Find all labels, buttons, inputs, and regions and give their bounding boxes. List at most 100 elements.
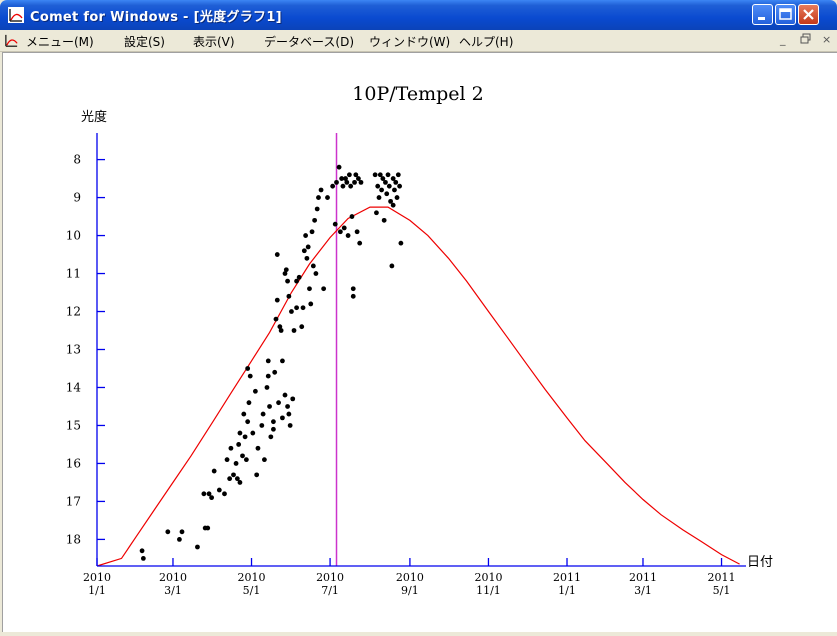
observation-point bbox=[271, 426, 276, 432]
observation-point bbox=[224, 457, 230, 463]
y-tick-label: 9 bbox=[73, 191, 81, 205]
observation-point bbox=[350, 293, 356, 299]
observation-point bbox=[245, 366, 251, 371]
observation-point bbox=[282, 392, 288, 398]
observation-point bbox=[240, 453, 245, 459]
document-graph-icon[interactable] bbox=[4, 33, 19, 48]
window-title: Comet for Windows - [光度グラフ1] bbox=[30, 10, 282, 25]
observation-point bbox=[179, 529, 185, 535]
x-tick-label: 5/1 bbox=[243, 584, 261, 597]
observation-point bbox=[376, 195, 382, 200]
observation-point bbox=[195, 544, 200, 550]
observation-point bbox=[272, 369, 278, 375]
observation-point bbox=[321, 286, 327, 292]
observation-point bbox=[334, 179, 339, 185]
observation-point bbox=[390, 176, 396, 181]
observation-point bbox=[305, 244, 311, 250]
menu-bar: メニュー(M) 設定(S) 表示(V) データベース(D) ウィンドウ(W) ヘ… bbox=[0, 30, 837, 52]
observation-point bbox=[290, 396, 296, 402]
observation-point bbox=[336, 164, 342, 170]
observation-point bbox=[287, 423, 293, 428]
observation-point bbox=[308, 301, 314, 307]
observation-point bbox=[381, 217, 387, 223]
observation-point bbox=[356, 176, 361, 181]
window-title-bar[interactable]: Comet for Windows - [光度グラフ1] bbox=[0, 0, 837, 30]
observation-point bbox=[398, 240, 404, 246]
x-tick-label: 2010 bbox=[396, 571, 424, 584]
observation-point bbox=[350, 286, 356, 292]
observation-point bbox=[236, 442, 242, 447]
x-tick-label: 2010 bbox=[474, 571, 502, 584]
minimize-button[interactable] bbox=[752, 4, 773, 25]
y-tick-label: 18 bbox=[66, 532, 81, 546]
mdi-close-button[interactable]: × bbox=[822, 33, 832, 46]
observation-point bbox=[233, 461, 239, 466]
observation-point bbox=[392, 187, 397, 193]
observation-point bbox=[313, 271, 319, 276]
observation-point bbox=[245, 419, 251, 425]
observation-point bbox=[385, 172, 391, 178]
menu-window[interactable]: ウィンドウ(W) bbox=[369, 35, 451, 49]
observation-point bbox=[273, 316, 279, 322]
observation-point bbox=[307, 286, 312, 292]
observation-point bbox=[252, 388, 258, 394]
menu-help[interactable]: ヘルプ(H) bbox=[459, 35, 514, 49]
observation-point bbox=[309, 229, 315, 235]
y-tick-label: 10 bbox=[66, 229, 81, 243]
observation-point bbox=[286, 411, 292, 417]
observation-point bbox=[299, 324, 305, 330]
observation-point bbox=[237, 480, 243, 485]
observation-point bbox=[390, 202, 396, 208]
observation-point bbox=[383, 179, 388, 185]
chart-title: 10P/Tempel 2 bbox=[352, 83, 483, 105]
observation-point bbox=[211, 468, 217, 474]
menu-menu[interactable]: メニュー(M) bbox=[26, 35, 94, 49]
observation-point bbox=[332, 221, 338, 227]
observation-point bbox=[259, 423, 265, 428]
observation-point bbox=[341, 225, 347, 231]
observation-point bbox=[330, 183, 336, 189]
observation-point bbox=[274, 297, 280, 303]
observation-point bbox=[353, 172, 359, 178]
observation-point bbox=[301, 248, 307, 254]
observation-point bbox=[303, 233, 309, 238]
observation-point bbox=[243, 457, 249, 463]
observation-point bbox=[294, 305, 299, 311]
y-axis-label: 光度 bbox=[81, 109, 107, 125]
light-curve-chart: 10P/Tempel 2 光度 日付 8 9 10 11 12 13 14 15 16 17 18 2… bbox=[66, 83, 773, 597]
observation-point bbox=[222, 491, 227, 497]
observation-point bbox=[205, 525, 211, 531]
close-button[interactable] bbox=[798, 4, 819, 25]
observation-point bbox=[345, 233, 351, 238]
observation-point bbox=[282, 271, 288, 276]
x-tick-label: 2011 bbox=[708, 571, 736, 584]
observation-point bbox=[262, 457, 267, 463]
observation-point bbox=[268, 434, 274, 440]
menu-settings[interactable]: 設定(S) bbox=[124, 35, 165, 49]
observation-point bbox=[260, 411, 266, 417]
observation-point bbox=[316, 195, 321, 200]
observation-point bbox=[395, 172, 401, 178]
observation-point bbox=[254, 472, 260, 478]
observation-point bbox=[140, 556, 146, 561]
x-tick-label: 2011 bbox=[629, 571, 657, 584]
maximize-icon bbox=[779, 8, 792, 20]
observation-point bbox=[231, 472, 236, 478]
menu-database[interactable]: データベース(D) bbox=[264, 35, 355, 49]
x-tick-label: 9/1 bbox=[401, 584, 419, 597]
observation-point bbox=[280, 415, 285, 421]
x-tick-label: 1/1 bbox=[558, 584, 576, 597]
observation-point bbox=[280, 358, 285, 364]
observation-point bbox=[389, 263, 395, 269]
observation-point bbox=[377, 172, 383, 178]
y-tick-label: 12 bbox=[66, 305, 81, 319]
maximize-button[interactable] bbox=[775, 4, 796, 25]
mdi-restore-button[interactable] bbox=[800, 33, 811, 47]
y-tick-label: 11 bbox=[66, 267, 81, 281]
mdi-minimize-button[interactable]: _ bbox=[780, 33, 786, 46]
observation-point bbox=[209, 495, 215, 501]
app-graph-icon bbox=[8, 7, 24, 23]
menu-view[interactable]: 表示(V) bbox=[193, 35, 235, 49]
observation-point bbox=[285, 278, 290, 284]
observation-point bbox=[228, 445, 234, 451]
